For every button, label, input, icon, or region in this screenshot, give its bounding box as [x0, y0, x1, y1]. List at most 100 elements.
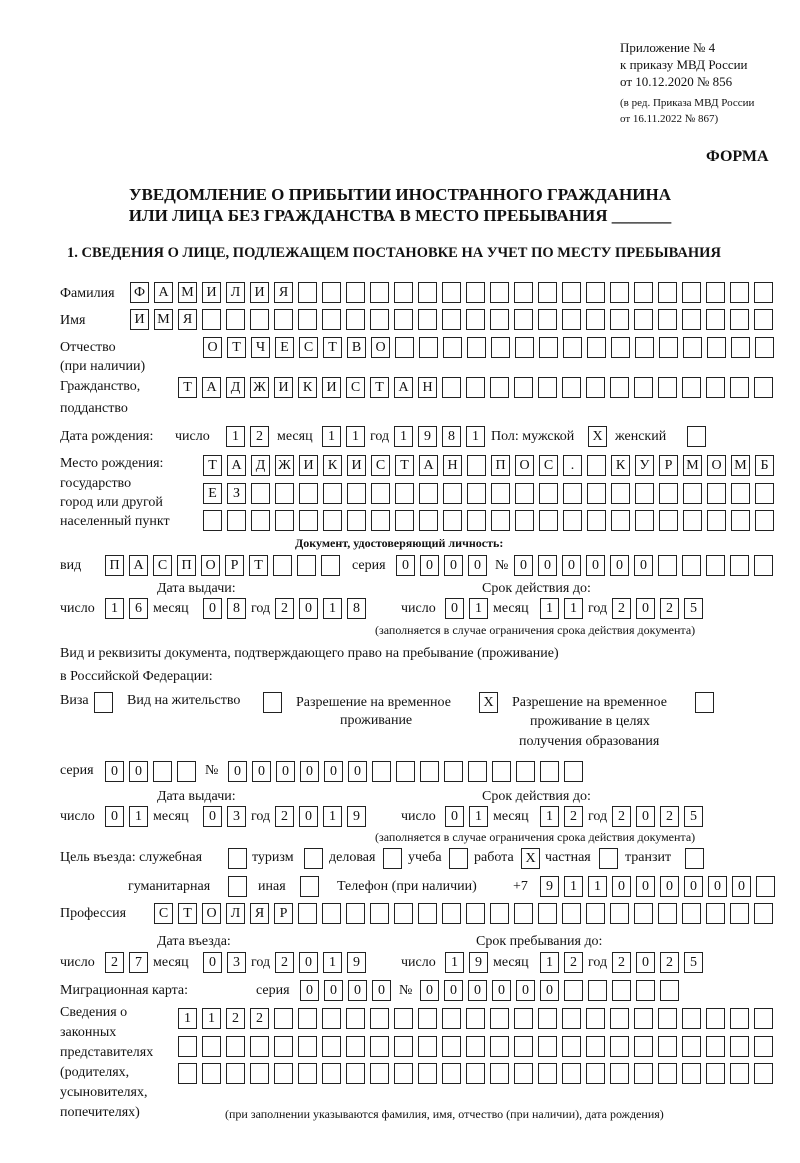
char-box-id-kind[interactable]: Т — [249, 555, 268, 576]
char-box-citizenship[interactable] — [754, 377, 773, 398]
char-box-mc-number[interactable]: 0 — [420, 980, 439, 1001]
char-box-surname[interactable] — [682, 282, 701, 303]
char-box-birthplace2[interactable] — [539, 483, 558, 504]
char-box-reps3[interactable] — [370, 1063, 389, 1084]
char-box-reps1[interactable] — [346, 1008, 365, 1029]
char-box-birthplace1[interactable]: О — [515, 455, 534, 476]
char-box-birth-year[interactable]: 8 — [442, 426, 461, 447]
char-box-patronymic[interactable]: Т — [227, 337, 246, 358]
char-box-surname[interactable] — [754, 282, 773, 303]
checkbox-sex-female[interactable] — [687, 426, 706, 447]
char-box-patronymic[interactable] — [683, 337, 702, 358]
char-box-id-kind[interactable] — [321, 555, 340, 576]
char-box-birthplace3[interactable] — [683, 510, 702, 531]
char-box-birthplace3[interactable] — [611, 510, 630, 531]
char-box-birth-year[interactable]: 9 — [418, 426, 437, 447]
char-box-rd-number[interactable]: 0 — [276, 761, 295, 782]
char-box-profession[interactable]: Я — [250, 903, 269, 924]
char-box-reps2[interactable] — [418, 1036, 437, 1057]
char-box-mc-series[interactable]: 0 — [348, 980, 367, 1001]
char-box-citizenship[interactable] — [442, 377, 461, 398]
char-box-reps2[interactable] — [250, 1036, 269, 1057]
char-box-rd-number[interactable] — [540, 761, 559, 782]
char-box-rd-number[interactable]: 0 — [300, 761, 319, 782]
char-box-reps3[interactable] — [538, 1063, 557, 1084]
char-box-profession[interactable] — [562, 903, 581, 924]
char-box-reps2[interactable] — [202, 1036, 221, 1057]
char-box-id-valid-day[interactable]: 0 — [445, 598, 464, 619]
char-box-birthplace3[interactable] — [203, 510, 222, 531]
char-box-profession[interactable]: Т — [178, 903, 197, 924]
char-box-name[interactable] — [730, 309, 749, 330]
char-box-reps1[interactable] — [562, 1008, 581, 1029]
char-box-birthplace1[interactable]: А — [227, 455, 246, 476]
char-box-citizenship[interactable]: Ж — [250, 377, 269, 398]
char-box-name[interactable] — [442, 309, 461, 330]
char-box-birthplace3[interactable] — [659, 510, 678, 531]
char-box-surname[interactable] — [706, 282, 725, 303]
checkbox-trpe[interactable] — [695, 692, 714, 713]
char-box-id-issue-year[interactable]: 8 — [347, 598, 366, 619]
char-box-id-series[interactable]: 0 — [420, 555, 439, 576]
checkbox-residence[interactable] — [263, 692, 282, 713]
char-box-citizenship[interactable] — [634, 377, 653, 398]
char-box-name[interactable]: И — [130, 309, 149, 330]
char-box-id-valid-day[interactable]: 1 — [469, 598, 488, 619]
char-box-phone[interactable] — [756, 876, 775, 897]
char-box-birthplace2[interactable] — [419, 483, 438, 504]
char-box-stay-year[interactable]: 5 — [684, 952, 703, 973]
char-box-birth-year[interactable]: 1 — [394, 426, 413, 447]
char-box-phone[interactable]: 0 — [684, 876, 703, 897]
char-box-profession[interactable] — [586, 903, 605, 924]
char-box-profession[interactable] — [322, 903, 341, 924]
char-box-birthplace1[interactable]: К — [323, 455, 342, 476]
char-box-profession[interactable] — [658, 903, 677, 924]
char-box-surname[interactable] — [730, 282, 749, 303]
char-box-profession[interactable]: Р — [274, 903, 293, 924]
char-box-phone[interactable]: 0 — [660, 876, 679, 897]
char-box-name[interactable] — [586, 309, 605, 330]
char-box-reps3[interactable] — [178, 1063, 197, 1084]
char-box-birth-year[interactable]: 1 — [466, 426, 485, 447]
char-box-surname[interactable] — [610, 282, 629, 303]
char-box-reps1[interactable] — [538, 1008, 557, 1029]
char-box-id-valid-month[interactable]: 1 — [564, 598, 583, 619]
char-box-birthplace1[interactable]: Б — [755, 455, 774, 476]
checkbox-purpose-humanitarian[interactable] — [228, 876, 247, 897]
char-box-citizenship[interactable] — [730, 377, 749, 398]
char-box-birthplace2[interactable] — [467, 483, 486, 504]
char-box-birthplace1[interactable]: Т — [395, 455, 414, 476]
char-box-name[interactable]: Я — [178, 309, 197, 330]
char-box-patronymic[interactable] — [563, 337, 582, 358]
char-box-birthplace1[interactable]: П — [491, 455, 510, 476]
char-box-patronymic[interactable] — [419, 337, 438, 358]
char-box-reps1[interactable] — [514, 1008, 533, 1029]
char-box-rd-valid-year[interactable]: 2 — [612, 806, 631, 827]
char-box-surname[interactable] — [562, 282, 581, 303]
char-box-reps3[interactable] — [418, 1063, 437, 1084]
char-box-reps3[interactable] — [754, 1063, 773, 1084]
char-box-surname[interactable]: Л — [226, 282, 245, 303]
char-box-rd-valid-year[interactable]: 5 — [684, 806, 703, 827]
char-box-birthplace3[interactable] — [323, 510, 342, 531]
char-box-reps3[interactable] — [322, 1063, 341, 1084]
char-box-rd-series[interactable] — [153, 761, 172, 782]
char-box-mc-number[interactable]: 0 — [492, 980, 511, 1001]
char-box-id-series[interactable]: 0 — [444, 555, 463, 576]
char-box-birthplace1[interactable]: У — [635, 455, 654, 476]
char-box-citizenship[interactable]: А — [202, 377, 221, 398]
char-box-rd-valid-year[interactable]: 0 — [636, 806, 655, 827]
char-box-reps1[interactable] — [490, 1008, 509, 1029]
char-box-rd-issue-year[interactable]: 1 — [323, 806, 342, 827]
char-box-patronymic[interactable]: О — [371, 337, 390, 358]
char-box-phone[interactable]: 0 — [708, 876, 727, 897]
char-box-profession[interactable] — [514, 903, 533, 924]
char-box-birthplace2[interactable] — [563, 483, 582, 504]
checkbox-purpose-study[interactable] — [449, 848, 468, 869]
char-box-birthplace2[interactable]: Е — [203, 483, 222, 504]
char-box-patronymic[interactable] — [539, 337, 558, 358]
char-box-id-valid-year[interactable]: 2 — [612, 598, 631, 619]
char-box-birthplace1[interactable]: Ж — [275, 455, 294, 476]
char-box-profession[interactable]: О — [202, 903, 221, 924]
char-box-rd-number[interactable] — [444, 761, 463, 782]
